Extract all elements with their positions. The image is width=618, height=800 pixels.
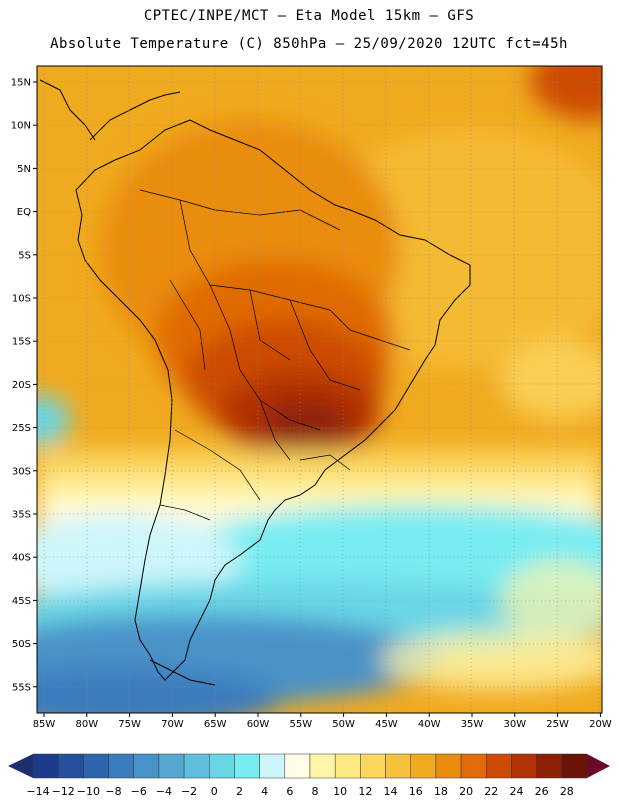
latitude-label: 10N (11, 121, 31, 132)
colorbar-swatch (284, 753, 311, 779)
country-borders (139, 189, 411, 521)
colorbar-swatch (410, 753, 437, 779)
colorbar-label: 4 (261, 785, 268, 798)
colorbar-swatch (385, 753, 411, 779)
colorbar-label: 6 (286, 785, 293, 798)
colorbar-label: 26 (535, 785, 549, 798)
colorbar-swatch (460, 753, 487, 779)
colorbar-swatch (108, 753, 134, 779)
colorbar-label: −4 (156, 785, 172, 798)
colorbar-label: 24 (509, 785, 523, 798)
colorbar-swatch (57, 753, 84, 779)
colorbar-label: −6 (131, 785, 147, 798)
longitude-label: 80W (75, 719, 98, 730)
latitude-axis: 15N 10N 5N EQ 5S 10S 15S 20S 25S 30S 35S 40S 45S 50S 5… (11, 78, 37, 693)
latitude-label: 35S (12, 510, 31, 521)
latitude-label: 40S (12, 553, 31, 564)
longitude-label: 85W (33, 719, 56, 730)
colorbar-label: 22 (484, 785, 498, 798)
colorbar-swatch (183, 753, 210, 779)
colorbar-swatch (511, 753, 537, 779)
longitude-label: 60W (247, 719, 270, 730)
colorbar-swatch (234, 753, 260, 779)
colorbar-swatch (435, 753, 462, 779)
colorbar-label: −12 (52, 785, 75, 798)
latitude-label: EQ (17, 207, 31, 218)
longitude-label: 65W (204, 719, 227, 730)
longitude-label: 70W (161, 719, 184, 730)
colorbar-label: −10 (77, 785, 100, 798)
colorbar-label: 8 (312, 785, 319, 798)
latitude-label: 15S (12, 337, 31, 348)
latitude-label: 15N (11, 78, 31, 89)
longitude-label: 40W (418, 719, 441, 730)
map-panel[interactable] (0, 40, 618, 730)
latitude-label: 50S (12, 639, 31, 650)
colorbar-label: 12 (358, 785, 372, 798)
latitude-label: 55S (12, 682, 31, 693)
latitude-label: 45S (12, 596, 31, 607)
colorbar-swatch (209, 753, 235, 779)
colorbar-label: 14 (384, 785, 398, 798)
longitude-label: 30W (503, 719, 526, 730)
longitude-label: 45W (375, 719, 398, 730)
colorbar-label: −2 (181, 785, 197, 798)
colorbar-swatch (536, 753, 563, 779)
colorbar-left-arrow (8, 754, 33, 778)
title-line-2: Absolute Temperature (C) 850hPa – 25/09/… (50, 36, 568, 52)
colorbar-swatch (32, 753, 59, 779)
colorbar-swatch (561, 753, 588, 779)
colorbar-label: 16 (409, 785, 423, 798)
longitude-label: 75W (118, 719, 141, 730)
colorbar-swatch (83, 753, 109, 779)
colorbar-swatch (259, 753, 286, 779)
colorbar-label: 0 (211, 785, 218, 798)
colorbar-swatch (360, 753, 386, 779)
title-line-1: CPTEC/INPE/MCT – Eta Model 15km – GFS (143, 8, 475, 24)
latitude-label: 20S (12, 380, 31, 391)
colorbar-label: 10 (333, 785, 347, 798)
latitude-label: 30S (12, 466, 31, 477)
colorbar-swatch (334, 753, 361, 779)
longitude-axis: 85W 80W 75W 70W 65W 60W 55W 50W 45W 40W 35W 30W 25W 2… (33, 713, 612, 730)
latitude-label: 10S (12, 294, 31, 305)
colorbar-label: −8 (105, 785, 121, 798)
latitude-label: 5N (17, 164, 31, 175)
coastline (39, 79, 471, 686)
latitude-label: 25S (12, 423, 31, 434)
colorbar: −14 −12 −10 −8 −6 −4 −2 0 2 4 6 8 10 12 14 16 18 20 22 24 26… (8, 753, 610, 798)
longitude-label: 55W (289, 719, 312, 730)
colorbar-swatch (309, 753, 336, 779)
colorbar-label: 18 (434, 785, 448, 798)
temperature-field (37, 66, 602, 713)
latitude-label: 5S (18, 250, 31, 261)
colorbar-label: −14 (26, 785, 49, 798)
colorbar-label: 2 (236, 785, 243, 798)
longitude-label: 50W (332, 719, 355, 730)
colorbar-swatch (158, 753, 185, 779)
colorbar-right-arrow (587, 754, 610, 778)
colorbar-label: 20 (459, 785, 473, 798)
longitude-label: 35W (461, 719, 484, 730)
longitude-label: 25W (546, 719, 569, 730)
colorbar-swatch (486, 753, 512, 779)
colorbar-label: 28 (560, 785, 574, 798)
colorbar-swatch (133, 753, 160, 779)
longitude-label: 20W (589, 719, 612, 730)
map-frame (36, 65, 603, 714)
